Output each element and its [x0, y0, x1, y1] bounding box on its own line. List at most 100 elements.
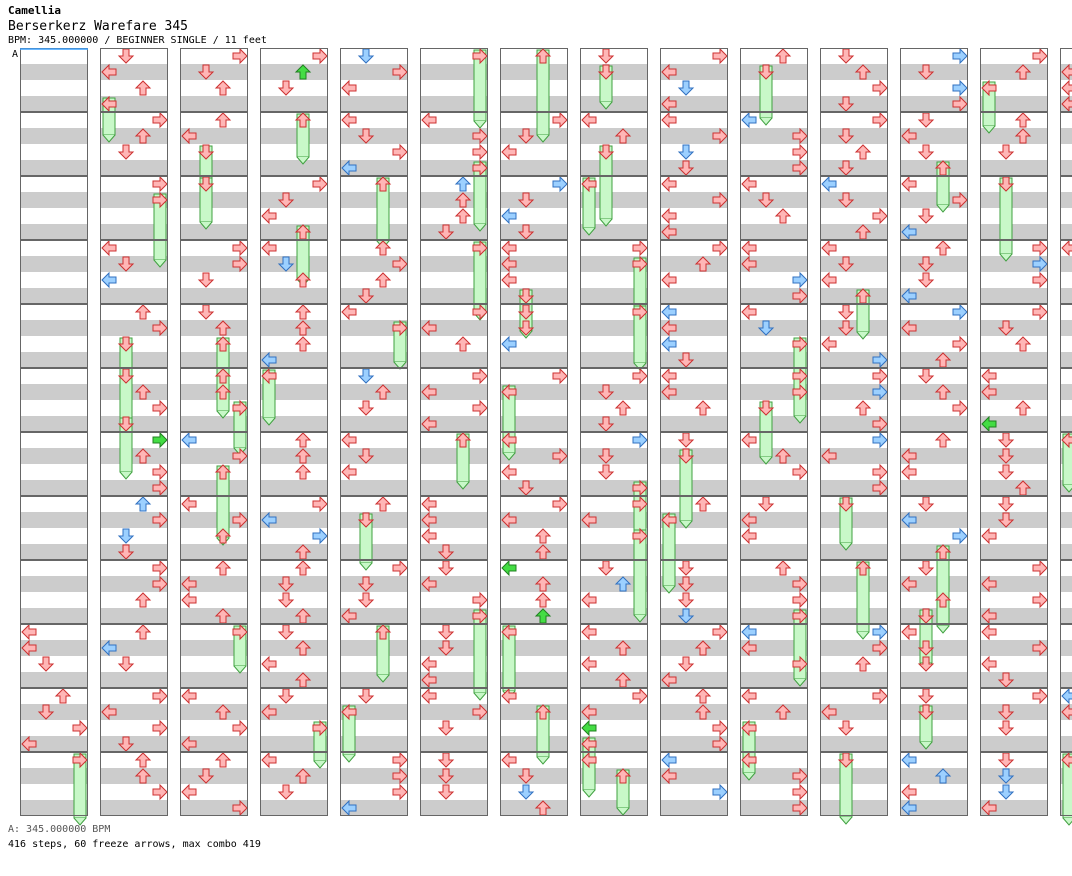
- beat-stripe: [500, 64, 568, 80]
- step-arrow: [792, 591, 808, 609]
- step-arrow: [917, 368, 935, 384]
- beat-stripe: [580, 416, 648, 432]
- beat-stripe: [180, 800, 248, 816]
- beat-stripe: [500, 672, 568, 688]
- beat-stripe: [580, 224, 648, 240]
- step-arrow: [197, 64, 215, 80]
- beat-stripe: [180, 512, 248, 528]
- beat-stripe: [1060, 352, 1072, 368]
- measure-box: [340, 752, 408, 816]
- measure-box: [20, 240, 88, 304]
- measure-box: [340, 368, 408, 432]
- freeze-arrow-tail: [793, 678, 807, 687]
- beat-stripe: [1060, 224, 1072, 240]
- measure-box: [20, 304, 88, 368]
- freeze-arrow-head: [501, 383, 517, 401]
- measure-box: [420, 368, 488, 432]
- beat-stripe: [900, 672, 968, 688]
- beat-stripe: [660, 608, 728, 624]
- measure-box: [260, 48, 328, 112]
- step-arrow: [341, 799, 357, 817]
- step-arrow: [712, 239, 728, 257]
- beat-stripe: [820, 672, 888, 688]
- beat-stripe: [420, 64, 488, 80]
- beat-stripe: [500, 96, 568, 112]
- step-arrow: [917, 256, 935, 272]
- step-arrow: [21, 639, 37, 657]
- measure-box: [420, 688, 488, 752]
- beat-stripe: [180, 320, 248, 336]
- step-arrow: [872, 351, 888, 369]
- step-arrow: [1014, 128, 1032, 144]
- beat-stripe: [260, 320, 328, 336]
- measure-box: [500, 368, 568, 432]
- beat-stripe: [580, 320, 648, 336]
- measure-box: [900, 112, 968, 176]
- beat-stripe: [20, 448, 88, 464]
- step-arrow: [901, 223, 917, 241]
- step-arrow: [534, 576, 552, 592]
- measure-box: [820, 176, 888, 240]
- beat-stripe: [500, 320, 568, 336]
- beat-stripe: [500, 160, 568, 176]
- beat-stripe: [980, 704, 1048, 720]
- measure-box: [20, 176, 88, 240]
- freeze-arrow-head: [1061, 431, 1072, 449]
- beat-stripe: [100, 128, 168, 144]
- beat-stripe: [20, 576, 88, 592]
- beat-stripe: [420, 448, 488, 464]
- freeze-arrow-tail: [473, 223, 487, 232]
- step-arrow: [997, 144, 1015, 160]
- step-arrow: [501, 143, 517, 161]
- beat-stripe: [340, 160, 408, 176]
- step-arrow: [421, 511, 437, 529]
- step-arrow: [232, 719, 248, 737]
- step-arrow: [837, 320, 855, 336]
- step-arrow: [517, 128, 535, 144]
- beat-stripe: [420, 160, 488, 176]
- beat-stripe: [100, 800, 168, 816]
- step-arrow: [952, 191, 968, 209]
- step-arrow: [357, 592, 375, 608]
- step-arrow: [901, 511, 917, 529]
- beat-stripe: [100, 640, 168, 656]
- freeze-arrow-head: [454, 432, 472, 448]
- beat-stripe: [100, 576, 168, 592]
- step-arrow: [312, 495, 328, 513]
- beat-stripe: [660, 448, 728, 464]
- beat-stripe: [420, 224, 488, 240]
- beat-stripe: [20, 480, 88, 496]
- measure-box: [900, 752, 968, 816]
- step-arrow: [694, 400, 712, 416]
- freeze-arrow-head: [261, 367, 277, 385]
- step-arrow: [981, 655, 997, 673]
- beat-stripe: [740, 736, 808, 752]
- freeze-arrow-tail: [936, 204, 950, 213]
- step-arrow: [501, 271, 517, 289]
- beat-stripe: [660, 192, 728, 208]
- beat-stripe: [1060, 672, 1072, 688]
- beat-stripe: [100, 288, 168, 304]
- beat-stripe: [660, 96, 728, 112]
- step-arrow: [917, 496, 935, 512]
- step-arrow: [472, 367, 488, 385]
- step-arrow: [917, 656, 935, 672]
- beat-stripe: [740, 160, 808, 176]
- measure-box: [260, 752, 328, 816]
- step-arrow: [277, 256, 295, 272]
- step-arrow: [581, 703, 597, 721]
- freeze-arrow-head: [534, 48, 552, 64]
- beat-stripe: [260, 608, 328, 624]
- step-arrow: [54, 688, 72, 704]
- step-arrow: [632, 687, 648, 705]
- beat-stripe: [740, 288, 808, 304]
- beat-stripe: [420, 800, 488, 816]
- step-arrow: [661, 335, 677, 353]
- freeze-arrow-tail: [102, 134, 116, 143]
- step-arrow: [1032, 559, 1048, 577]
- beat-stripe: [660, 64, 728, 80]
- freeze-arrow-head: [677, 448, 695, 464]
- beat-stripe: [820, 96, 888, 112]
- measure-box: [500, 48, 568, 112]
- step-arrow: [917, 272, 935, 288]
